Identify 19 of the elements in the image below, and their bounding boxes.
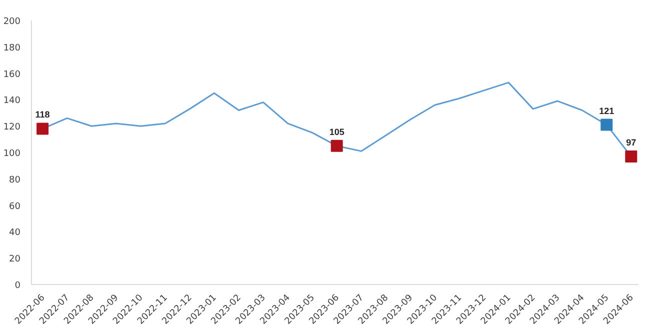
data-label: 121 <box>599 106 614 116</box>
point <box>625 150 638 162</box>
point <box>330 140 343 152</box>
data-label: 118 <box>35 110 50 120</box>
y-tick-label: 60 <box>9 202 21 212</box>
data-label: 97 <box>626 137 636 148</box>
y-tick-label: 200 <box>3 17 21 27</box>
y-tick-label: 20 <box>9 254 21 265</box>
y-tick-label: 100 <box>3 149 21 159</box>
y-tick-label: 120 <box>3 122 21 133</box>
y-tick-label: 180 <box>3 43 21 54</box>
y-tick-label: 160 <box>3 70 21 80</box>
y-tick-label: 80 <box>9 175 21 186</box>
y-tick-label: 0 <box>14 281 21 291</box>
y-tick-label: 40 <box>9 228 21 238</box>
point <box>36 122 49 135</box>
data-label: 105 <box>329 126 344 137</box>
y-tick-label: 140 <box>3 96 21 106</box>
point <box>600 118 613 131</box>
